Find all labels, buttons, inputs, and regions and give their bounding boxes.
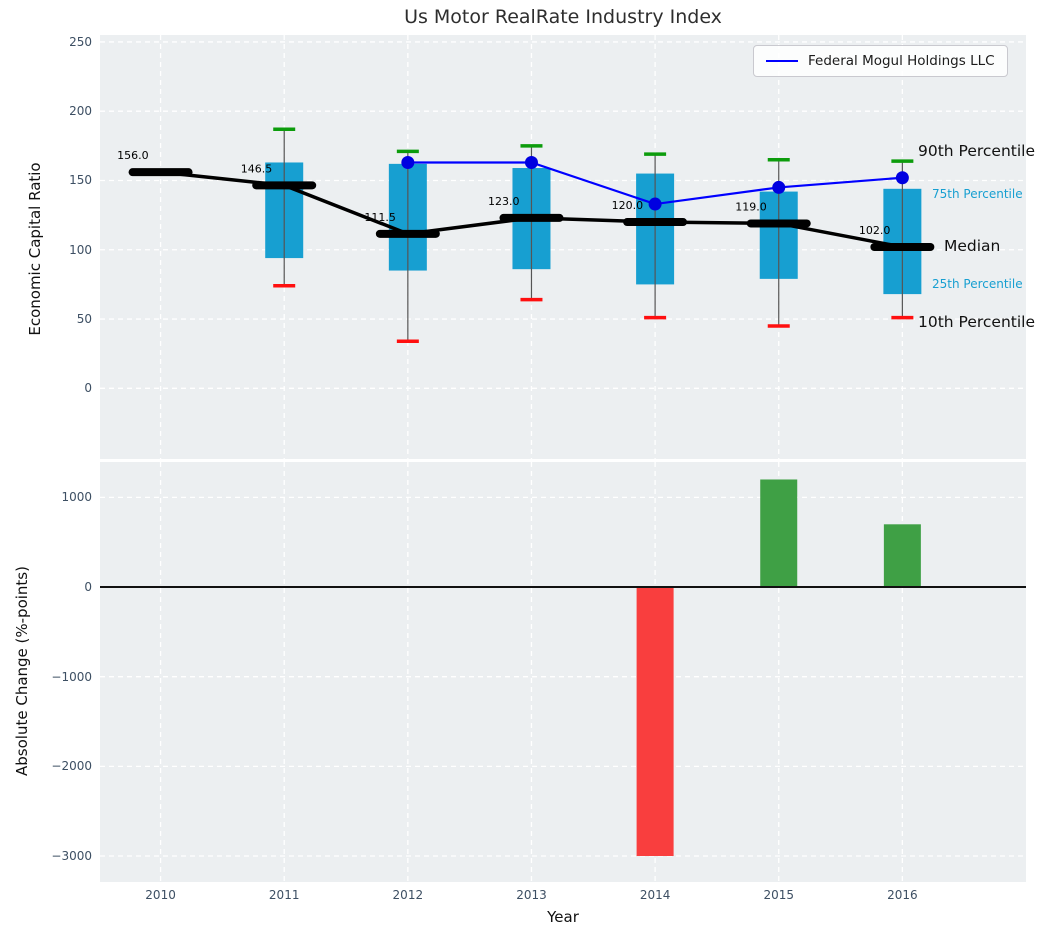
top-ytick-200: 200 xyxy=(69,104,92,119)
xtick-2012: 2012 xyxy=(392,888,424,902)
top-ytick-150: 150 xyxy=(69,173,92,188)
company-marker-2016 xyxy=(895,171,909,185)
top-ytick-0: 0 xyxy=(84,381,92,396)
annotation-median: Median xyxy=(944,237,1001,255)
company-marker-2012 xyxy=(401,155,415,169)
bottom-ytick-−3000: −3000 xyxy=(51,849,92,863)
legend-label: Federal Mogul Holdings LLC xyxy=(808,53,995,69)
chart-title: Us Motor RealRate Industry Index xyxy=(404,6,722,28)
company-marker-2014 xyxy=(648,197,662,211)
change-bar-2016 xyxy=(883,524,921,588)
xtick-2011: 2011 xyxy=(268,888,300,902)
xtick-2016: 2016 xyxy=(887,888,918,902)
median-value-label-2013: 123.0 xyxy=(488,195,520,208)
bottom-ytick-−2000: −2000 xyxy=(51,759,92,774)
annotation-25th-percentile: 25th Percentile xyxy=(932,277,1023,291)
bottom-ytick-0: 0 xyxy=(84,580,92,595)
annotation-10th-percentile: 10th Percentile xyxy=(918,313,1036,331)
legend-line-sample xyxy=(766,60,798,62)
top-ytick-100: 100 xyxy=(69,242,92,257)
bottom-plot-area xyxy=(100,462,1026,882)
xtick-2015: 2015 xyxy=(763,888,794,902)
xtick-2010: 2010 xyxy=(145,888,176,902)
company-marker-2015 xyxy=(772,180,786,194)
change-bar-2015 xyxy=(760,479,798,588)
boxplot-canvas: 156.0 146.5 111.5 123.0 120.0 119.0 102.0 xyxy=(100,35,1026,459)
top-plot-area: 156.0 146.5 111.5 123.0 120.0 119.0 102.0 xyxy=(100,35,1026,459)
annotation-75th-percentile: 75th Percentile xyxy=(932,187,1023,201)
xtick-2013: 2013 xyxy=(516,888,547,902)
top-ytick-250: 250 xyxy=(69,34,92,49)
company-marker-2013 xyxy=(524,155,538,169)
legend: Federal Mogul Holdings LLC xyxy=(753,45,1008,77)
barchart-canvas xyxy=(100,462,1026,882)
x-axis-label: Year xyxy=(547,908,579,926)
bottom-y-axis-label: Absolute Change (%-points) xyxy=(13,566,31,776)
median-value-label-2014: 120.0 xyxy=(612,199,644,212)
bottom-ytick-−1000: −1000 xyxy=(51,669,92,684)
top-ytick-50: 50 xyxy=(76,312,92,327)
change-bar-2014 xyxy=(636,587,674,857)
median-value-label-2012: 111.5 xyxy=(364,211,396,224)
xtick-2014: 2014 xyxy=(639,888,671,902)
median-value-label-2010: 156.0 xyxy=(117,149,148,162)
median-value-label-2016: 102.0 xyxy=(859,224,891,237)
annotation-90th-percentile: 90th Percentile xyxy=(918,142,1036,160)
median-value-label-2011: 146.5 xyxy=(241,162,272,175)
bottom-ytick-1000: 1000 xyxy=(61,490,92,505)
median-value-label-2015: 119.0 xyxy=(735,200,767,213)
